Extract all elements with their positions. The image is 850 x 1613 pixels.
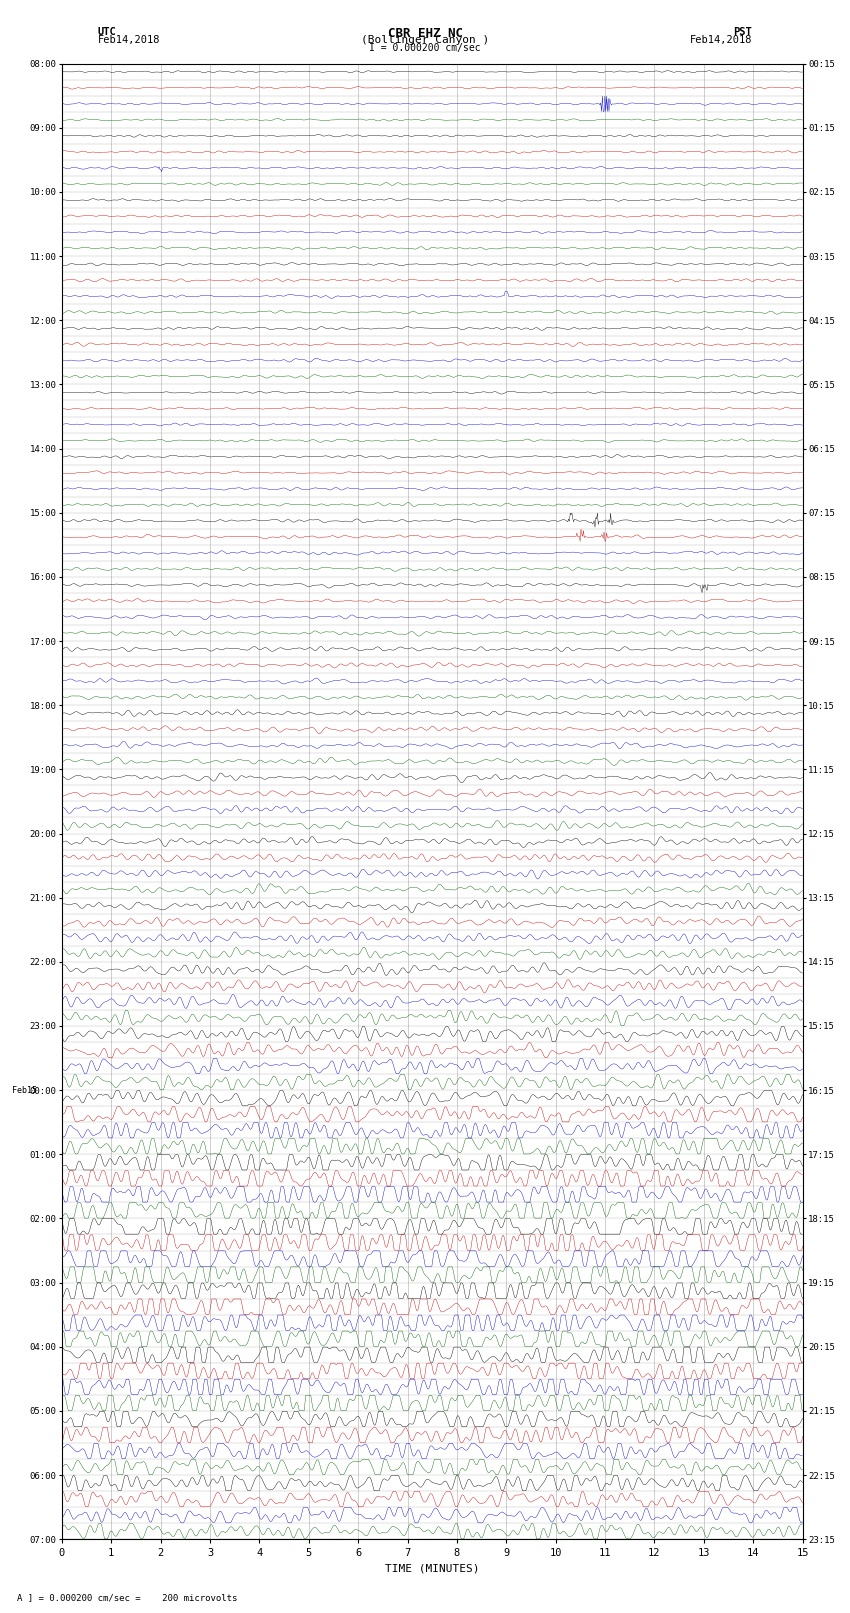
Text: I = 0.000200 cm/sec: I = 0.000200 cm/sec (369, 44, 481, 53)
Text: Feb14,2018: Feb14,2018 (98, 35, 161, 45)
Text: Feb14,2018: Feb14,2018 (689, 35, 752, 45)
Text: Feb15: Feb15 (12, 1086, 37, 1095)
X-axis label: TIME (MINUTES): TIME (MINUTES) (385, 1565, 479, 1574)
Text: A ] = 0.000200 cm/sec =    200 microvolts: A ] = 0.000200 cm/sec = 200 microvolts (17, 1592, 237, 1602)
Text: UTC: UTC (98, 26, 116, 37)
Text: PST: PST (734, 26, 752, 37)
Text: CBR EHZ NC: CBR EHZ NC (388, 26, 462, 40)
Text: (Bollinger Canyon ): (Bollinger Canyon ) (361, 35, 489, 45)
